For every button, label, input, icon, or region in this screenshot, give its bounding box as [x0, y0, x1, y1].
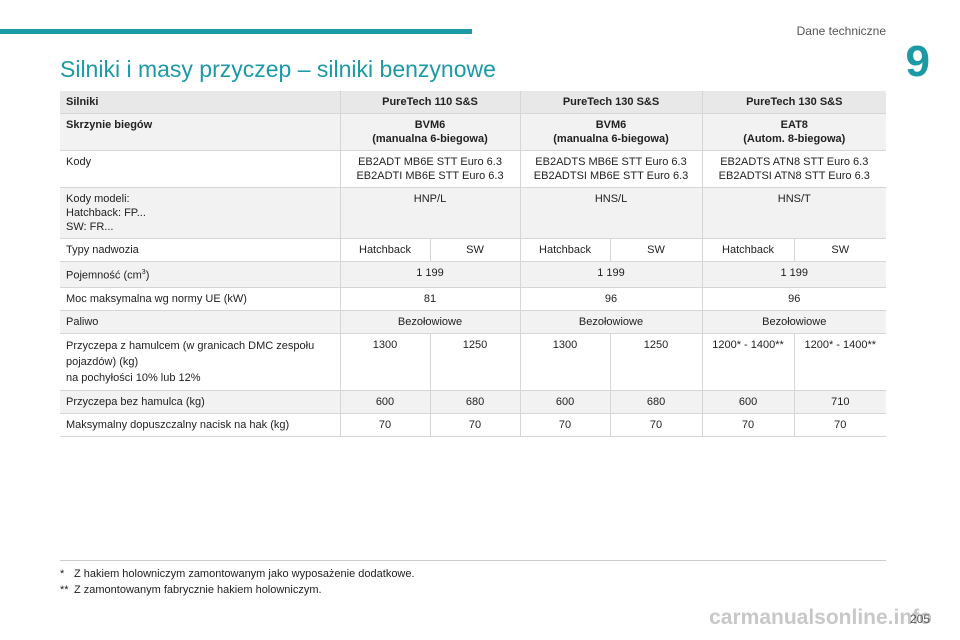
unbraked-trailer-cell: 680 [609, 390, 703, 414]
row-label: Kody modeli: Hatchback: FP... SW: FR... [60, 187, 340, 239]
page-title: Silniki i masy przyczep – silniki benzyn… [60, 56, 496, 82]
chapter-number: 9 [905, 37, 930, 86]
unbraked-trailer-cell: 680 [429, 390, 521, 414]
table-row: Kody EB2ADT MB6E STT Euro 6.3 EB2ADTI MB6… [60, 150, 887, 188]
header-accent-bar [0, 29, 472, 34]
engine-code-cell: EB2ADTS ATN8 STT Euro 6.3 EB2ADTSI ATN8 S… [701, 150, 887, 188]
hitch-load-cell: 70 [519, 413, 611, 437]
unbraked-trailer-cell: 600 [701, 390, 795, 414]
body-type-cell: Hatchback [519, 238, 611, 262]
hitch-load-cell: 70 [701, 413, 795, 437]
watermark: carmanualsonline.info [709, 606, 932, 629]
row-label: Przyczepa z hamulcem (w granicach DMC ze… [60, 333, 340, 391]
table-row: Paliwo Bezołowiowe Bezołowiowe Bezołowio… [60, 310, 887, 334]
body-type-cell: Hatchback [701, 238, 795, 262]
gearbox-cell: BVM6 (manualna 6-biegowa) [339, 113, 521, 151]
model-code-cell: HNS/T [701, 187, 887, 239]
table-row: Przyczepa bez hamulca (kg) 600 680 600 6… [60, 390, 887, 414]
engine-name: PureTech 110 S&S [339, 91, 521, 114]
body-type-cell: SW [429, 238, 521, 262]
braked-trailer-cell: 1200* - 1400** [701, 333, 795, 391]
engine-code-cell: EB2ADT MB6E STT Euro 6.3 EB2ADTI MB6E STT… [339, 150, 521, 188]
fuel-cell: Bezołowiowe [701, 310, 887, 334]
braked-trailer-cell: 1300 [519, 333, 611, 391]
gearbox-cell: EAT8 (Autom. 8-biegowa) [701, 113, 887, 151]
gearbox-cell: BVM6 (manualna 6-biegowa) [519, 113, 703, 151]
row-label: Skrzynie biegów [60, 113, 340, 151]
table-row: Skrzynie biegów BVM6 (manualna 6-biegowa)… [60, 113, 887, 151]
engine-name: PureTech 130 S&S [519, 91, 703, 114]
row-label: Paliwo [60, 310, 340, 334]
row-label: Maksymalny dopuszczalny nacisk na hak (k… [60, 413, 340, 437]
hitch-load-cell: 70 [609, 413, 703, 437]
page-number: 205 [909, 612, 930, 626]
braked-trailer-cell: 1250 [609, 333, 703, 391]
power-cell: 96 [701, 287, 887, 311]
engine-specs-table: Silniki PureTech 110 S&S PureTech 130 S&… [60, 91, 887, 437]
body-type-cell: Hatchback [339, 238, 430, 262]
fuel-cell: Bezołowiowe [339, 310, 521, 334]
engine-name: PureTech 130 S&S [701, 91, 887, 114]
braked-trailer-cell: 1250 [429, 333, 521, 391]
section-title: Dane techniczne [796, 24, 886, 38]
table-row: Silniki PureTech 110 S&S PureTech 130 S&… [60, 91, 887, 114]
row-label: Moc maksymalna wg normy UE (kW) [60, 287, 340, 311]
hitch-load-cell: 70 [339, 413, 430, 437]
capacity-cell: 1 199 [701, 261, 887, 288]
table-row: Maksymalny dopuszczalny nacisk na hak (k… [60, 413, 887, 437]
capacity-cell: 1 199 [339, 261, 521, 288]
footnote: ** Z zamontowanym fabrycznie hakiem holow… [60, 584, 322, 596]
footnote: * Z hakiem holowniczym zamontowanym jako … [60, 568, 415, 580]
unbraked-trailer-cell: 600 [339, 390, 430, 414]
model-code-cell: HNS/L [519, 187, 703, 239]
braked-trailer-cell: 1300 [339, 333, 430, 391]
table-row: Typy nadwozia Hatchback SW Hatchback SW … [60, 238, 887, 262]
row-label: Przyczepa bez hamulca (kg) [60, 390, 340, 414]
row-label: Kody [60, 150, 340, 188]
capacity-cell: 1 199 [519, 261, 703, 288]
fuel-cell: Bezołowiowe [519, 310, 703, 334]
table-row: Moc maksymalna wg normy UE (kW) 81 96 96 [60, 287, 887, 311]
power-cell: 81 [339, 287, 521, 311]
footnote-divider [60, 560, 886, 561]
unbraked-trailer-cell: 710 [793, 390, 887, 414]
power-cell: 96 [519, 287, 703, 311]
table-row: Kody modeli: Hatchback: FP... SW: FR... HN… [60, 187, 887, 239]
body-type-cell: SW [609, 238, 703, 262]
hitch-load-cell: 70 [429, 413, 521, 437]
body-type-cell: SW [793, 238, 887, 262]
table-row: Pojemność (cm3) 1 199 1 199 1 199 [60, 261, 887, 288]
row-label: Typy nadwozia [60, 238, 340, 262]
braked-trailer-cell: 1200* - 1400** [793, 333, 887, 391]
engine-code-cell: EB2ADTS MB6E STT Euro 6.3 EB2ADTSI MB6E S… [519, 150, 703, 188]
row-label: Silniki [60, 91, 340, 114]
footnotes: * Z hakiem holowniczym zamontowanym jako … [60, 566, 415, 598]
row-label: Pojemność (cm3) [60, 261, 340, 288]
unbraked-trailer-cell: 600 [519, 390, 611, 414]
model-code-cell: HNP/L [339, 187, 521, 239]
table-row: Przyczepa z hamulcem (w granicach DMC ze… [60, 333, 887, 391]
hitch-load-cell: 70 [793, 413, 887, 437]
